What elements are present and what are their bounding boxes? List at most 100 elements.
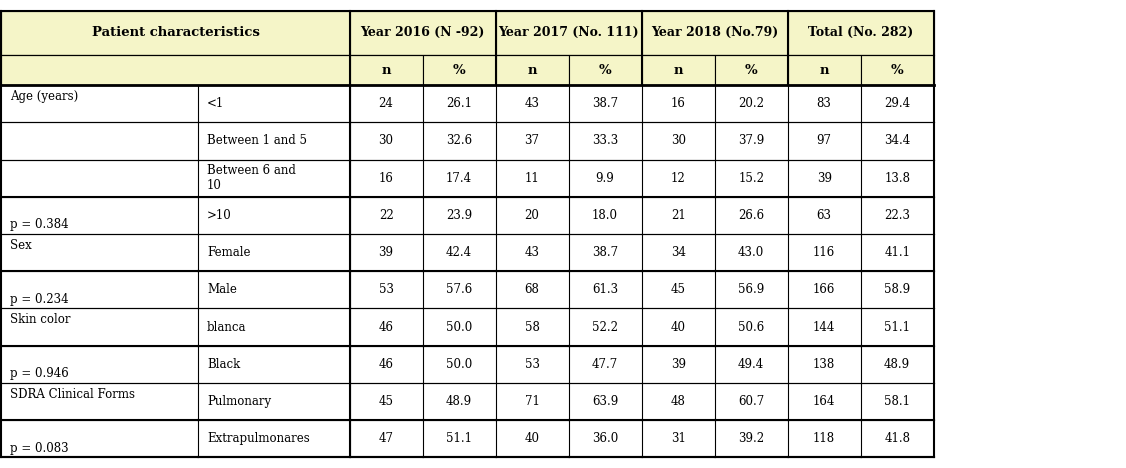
Text: 50.6: 50.6: [738, 321, 765, 334]
Text: 50.0: 50.0: [446, 358, 472, 371]
Bar: [1, 55, 349, 85]
Bar: [495, 346, 569, 383]
Bar: [349, 197, 422, 234]
Bar: [569, 197, 642, 234]
Text: Year 2018 (No.79): Year 2018 (No.79): [651, 26, 778, 39]
Text: 57.6: 57.6: [446, 283, 472, 296]
Bar: [1, 122, 198, 160]
Text: 53: 53: [378, 283, 394, 296]
Text: <1: <1: [207, 97, 224, 110]
Text: 40: 40: [671, 321, 686, 334]
Bar: [569, 122, 642, 160]
Bar: [642, 55, 715, 85]
Bar: [495, 308, 569, 346]
Bar: [715, 122, 788, 160]
Bar: [349, 55, 422, 85]
Text: 166: 166: [813, 283, 835, 296]
Bar: [198, 346, 349, 383]
Bar: [1, 308, 198, 346]
Text: blanca: blanca: [207, 321, 247, 334]
Text: 36.0: 36.0: [592, 432, 618, 445]
Text: 39: 39: [671, 358, 686, 371]
Bar: [860, 55, 933, 85]
Text: Total (No. 282): Total (No. 282): [808, 26, 913, 39]
Text: 39: 39: [378, 246, 394, 259]
Bar: [860, 160, 933, 197]
Bar: [788, 85, 860, 122]
Text: n: n: [382, 64, 391, 76]
Bar: [569, 308, 642, 346]
Text: 45: 45: [378, 395, 394, 408]
Text: 56.9: 56.9: [738, 283, 765, 296]
Text: 52.2: 52.2: [592, 321, 618, 334]
Bar: [1, 346, 198, 383]
Text: 20.2: 20.2: [739, 97, 765, 110]
Text: Sex: Sex: [10, 239, 33, 252]
Text: Year 2016 (N -92): Year 2016 (N -92): [360, 26, 485, 39]
Bar: [1, 271, 198, 308]
Text: 32.6: 32.6: [446, 134, 472, 147]
Bar: [788, 420, 860, 457]
Text: 9.9: 9.9: [596, 172, 615, 185]
Bar: [860, 234, 933, 271]
Bar: [860, 420, 933, 457]
Text: 51.1: 51.1: [884, 321, 910, 334]
Bar: [422, 420, 495, 457]
Text: Between 6 and
10: Between 6 and 10: [207, 164, 296, 192]
Bar: [495, 420, 569, 457]
Bar: [642, 11, 788, 55]
Bar: [788, 160, 860, 197]
Bar: [422, 346, 495, 383]
Bar: [642, 383, 715, 420]
Bar: [788, 11, 933, 55]
Text: 24: 24: [378, 97, 393, 110]
Text: SDRA Clinical Forms: SDRA Clinical Forms: [10, 388, 135, 401]
Bar: [715, 383, 788, 420]
Text: Age (years): Age (years): [10, 90, 79, 103]
Bar: [1, 383, 198, 420]
Text: 50.0: 50.0: [446, 321, 472, 334]
Text: 43.0: 43.0: [738, 246, 765, 259]
Text: 37: 37: [525, 134, 539, 147]
Text: 31: 31: [671, 432, 686, 445]
Bar: [715, 55, 788, 85]
Bar: [349, 160, 422, 197]
Bar: [198, 160, 349, 197]
Bar: [422, 122, 495, 160]
Text: 58.9: 58.9: [884, 283, 910, 296]
Bar: [715, 197, 788, 234]
Bar: [860, 271, 933, 308]
Bar: [349, 85, 422, 122]
Bar: [860, 346, 933, 383]
Bar: [860, 85, 933, 122]
Bar: [860, 308, 933, 346]
Text: 39: 39: [816, 172, 832, 185]
Text: 37.9: 37.9: [738, 134, 765, 147]
Text: Black: Black: [207, 358, 240, 371]
Text: 47: 47: [378, 432, 394, 445]
Text: Between 1 and 5: Between 1 and 5: [207, 134, 307, 147]
Text: p = 0.234: p = 0.234: [10, 292, 69, 306]
Text: 11: 11: [525, 172, 539, 185]
Bar: [642, 85, 715, 122]
Text: 13.8: 13.8: [884, 172, 910, 185]
Bar: [569, 234, 642, 271]
Text: Male: Male: [207, 283, 236, 296]
Text: 97: 97: [816, 134, 832, 147]
Text: 20: 20: [525, 209, 539, 222]
Text: 46: 46: [378, 321, 394, 334]
Text: Skin color: Skin color: [10, 313, 71, 326]
Text: 68: 68: [525, 283, 539, 296]
Text: 30: 30: [671, 134, 686, 147]
Text: 39.2: 39.2: [738, 432, 765, 445]
Bar: [495, 271, 569, 308]
Text: 42.4: 42.4: [446, 246, 472, 259]
Bar: [715, 85, 788, 122]
Text: n: n: [527, 64, 537, 76]
Bar: [198, 420, 349, 457]
Bar: [1, 85, 198, 122]
Bar: [788, 308, 860, 346]
Text: Female: Female: [207, 246, 250, 259]
Text: 22.3: 22.3: [884, 209, 910, 222]
Text: %: %: [599, 64, 611, 76]
